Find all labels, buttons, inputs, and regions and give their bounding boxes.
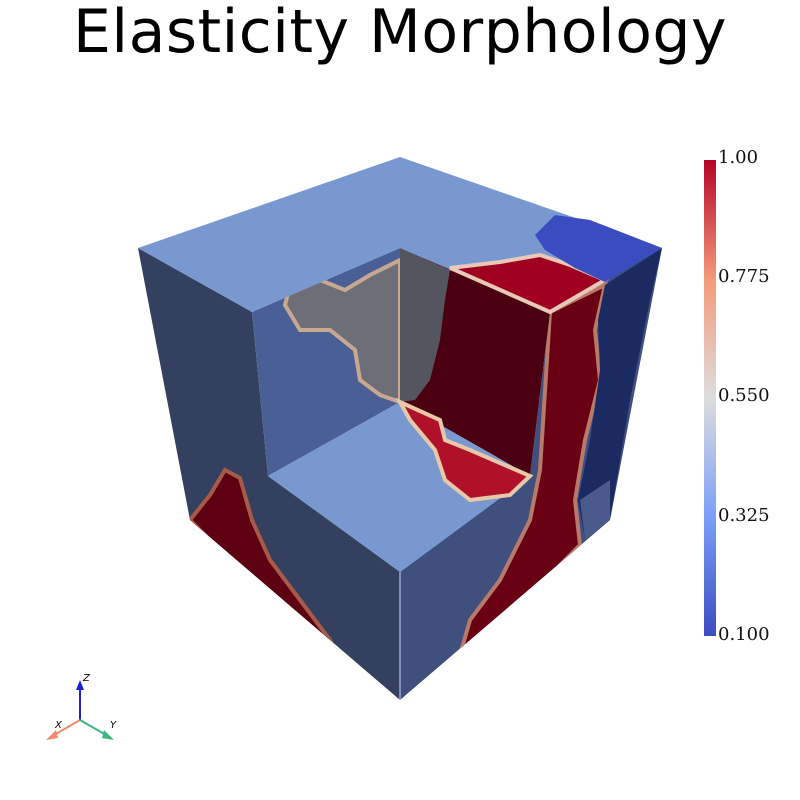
cutaway-floor <box>268 402 530 572</box>
z-axis-arrowhead <box>76 680 84 690</box>
colorbar <box>704 160 716 636</box>
colorbar-tick-max: 1.00 <box>718 147 759 168</box>
x-axis-label: X <box>55 720 62 731</box>
low-phase-region-top <box>535 215 662 282</box>
interface-region-back <box>282 256 400 405</box>
x-axis-arrowhead <box>46 730 58 740</box>
gray-region-inner-right <box>400 248 450 402</box>
z-axis-label: Z <box>83 673 90 684</box>
y-axis-line <box>79 719 107 736</box>
orientation-axes[interactable] <box>46 680 114 740</box>
cube-volume <box>138 157 662 700</box>
cube-left-face <box>138 248 400 700</box>
gray-region-right <box>580 480 610 540</box>
y-axis-arrowhead <box>102 730 114 740</box>
low-phase-region-right <box>578 248 662 540</box>
plot-title: Elasticity Morphology <box>72 0 727 67</box>
colorbar-gradient <box>704 160 716 636</box>
x-axis-line <box>53 719 81 736</box>
y-axis-label: Y <box>110 720 117 731</box>
colorbar-tick-4: 0.325 <box>718 505 770 526</box>
colorbar-tick-min: 0.100 <box>718 624 770 645</box>
high-phase-region-floor <box>395 397 534 503</box>
colorbar-tick-2: 0.775 <box>718 266 770 287</box>
colorbar-tick-3: 0.550 <box>718 385 770 406</box>
